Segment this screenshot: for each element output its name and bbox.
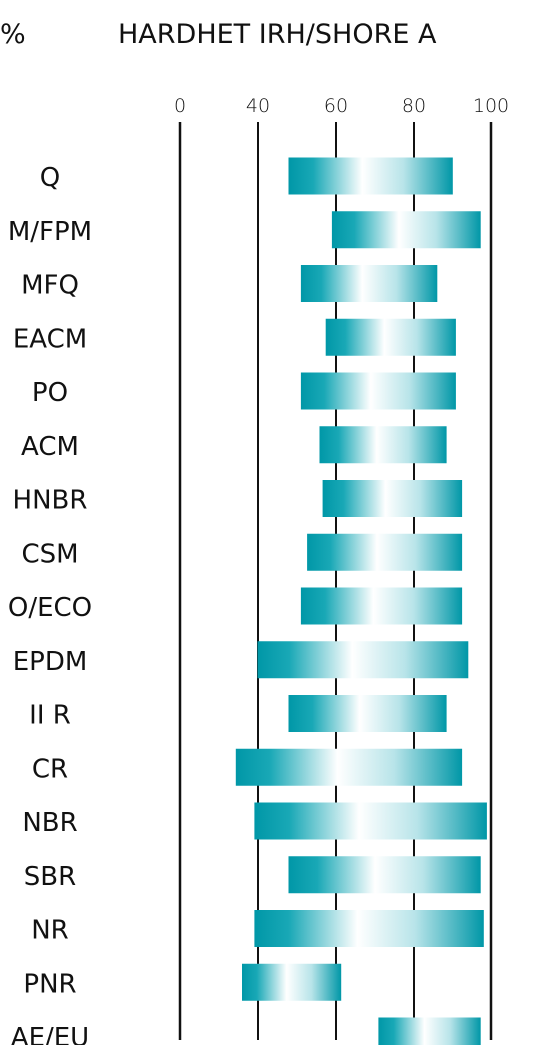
category-label: SBR — [24, 862, 76, 892]
category-label: EACM — [13, 324, 87, 354]
range-bar-ii-r — [288, 695, 447, 732]
range-bar-ae-eu — [378, 1017, 481, 1045]
x-axis-ticks: 0 40 60 80 100 — [174, 95, 509, 117]
range-bar-hnbr — [322, 480, 463, 517]
x-tick-label: 80 — [402, 95, 426, 117]
category-label: HNBR — [13, 486, 88, 516]
category-label: ACM — [21, 432, 79, 462]
category-label: PO — [32, 378, 68, 408]
range-bar-nr — [254, 910, 484, 947]
range-bar-mfq — [300, 265, 438, 302]
x-tick-label: 0 — [174, 95, 186, 117]
range-bar-csm — [307, 533, 463, 571]
x-tick-label: 40 — [246, 95, 270, 117]
category-label: MFQ — [21, 271, 79, 301]
range-bar-q — [288, 157, 453, 195]
range-bar-epdm — [257, 641, 469, 679]
range-bar-cr — [235, 748, 463, 786]
category-label: O/ECO — [8, 593, 92, 623]
range-bar-nbr — [254, 802, 487, 840]
category-label: AE/EU — [11, 1023, 89, 1045]
range-bar-m-fpm — [331, 211, 481, 249]
range-bar-sbr — [288, 856, 481, 894]
range-bar-acm — [319, 426, 447, 464]
category-label: Q — [40, 163, 60, 193]
x-tick-label: 100 — [473, 95, 509, 117]
category-label: NR — [31, 916, 69, 946]
category-label: PNR — [23, 969, 76, 999]
left-header-label: % — [0, 19, 26, 50]
chart-title: HARDHET IRH/SHORE A — [118, 19, 437, 50]
range-bar-eacm — [325, 318, 456, 356]
category-label: II R — [29, 701, 71, 731]
category-label: M/FPM — [8, 217, 92, 247]
range-bar-pnr — [242, 963, 342, 1001]
range-bars — [235, 157, 487, 1045]
category-label: CR — [32, 754, 68, 784]
category-label: EPDM — [13, 647, 88, 677]
category-label: NBR — [22, 808, 77, 838]
category-label: CSM — [21, 539, 78, 569]
x-tick-label: 60 — [324, 95, 348, 117]
axis-lines — [178, 122, 493, 1040]
category-labels: Q M/FPM MFQ EACM PO ACM HNBR CSM O/ECO EPDM II R CR… — [8, 163, 92, 1045]
range-bar-o-eco — [300, 587, 463, 625]
range-bar-po — [300, 372, 456, 410]
